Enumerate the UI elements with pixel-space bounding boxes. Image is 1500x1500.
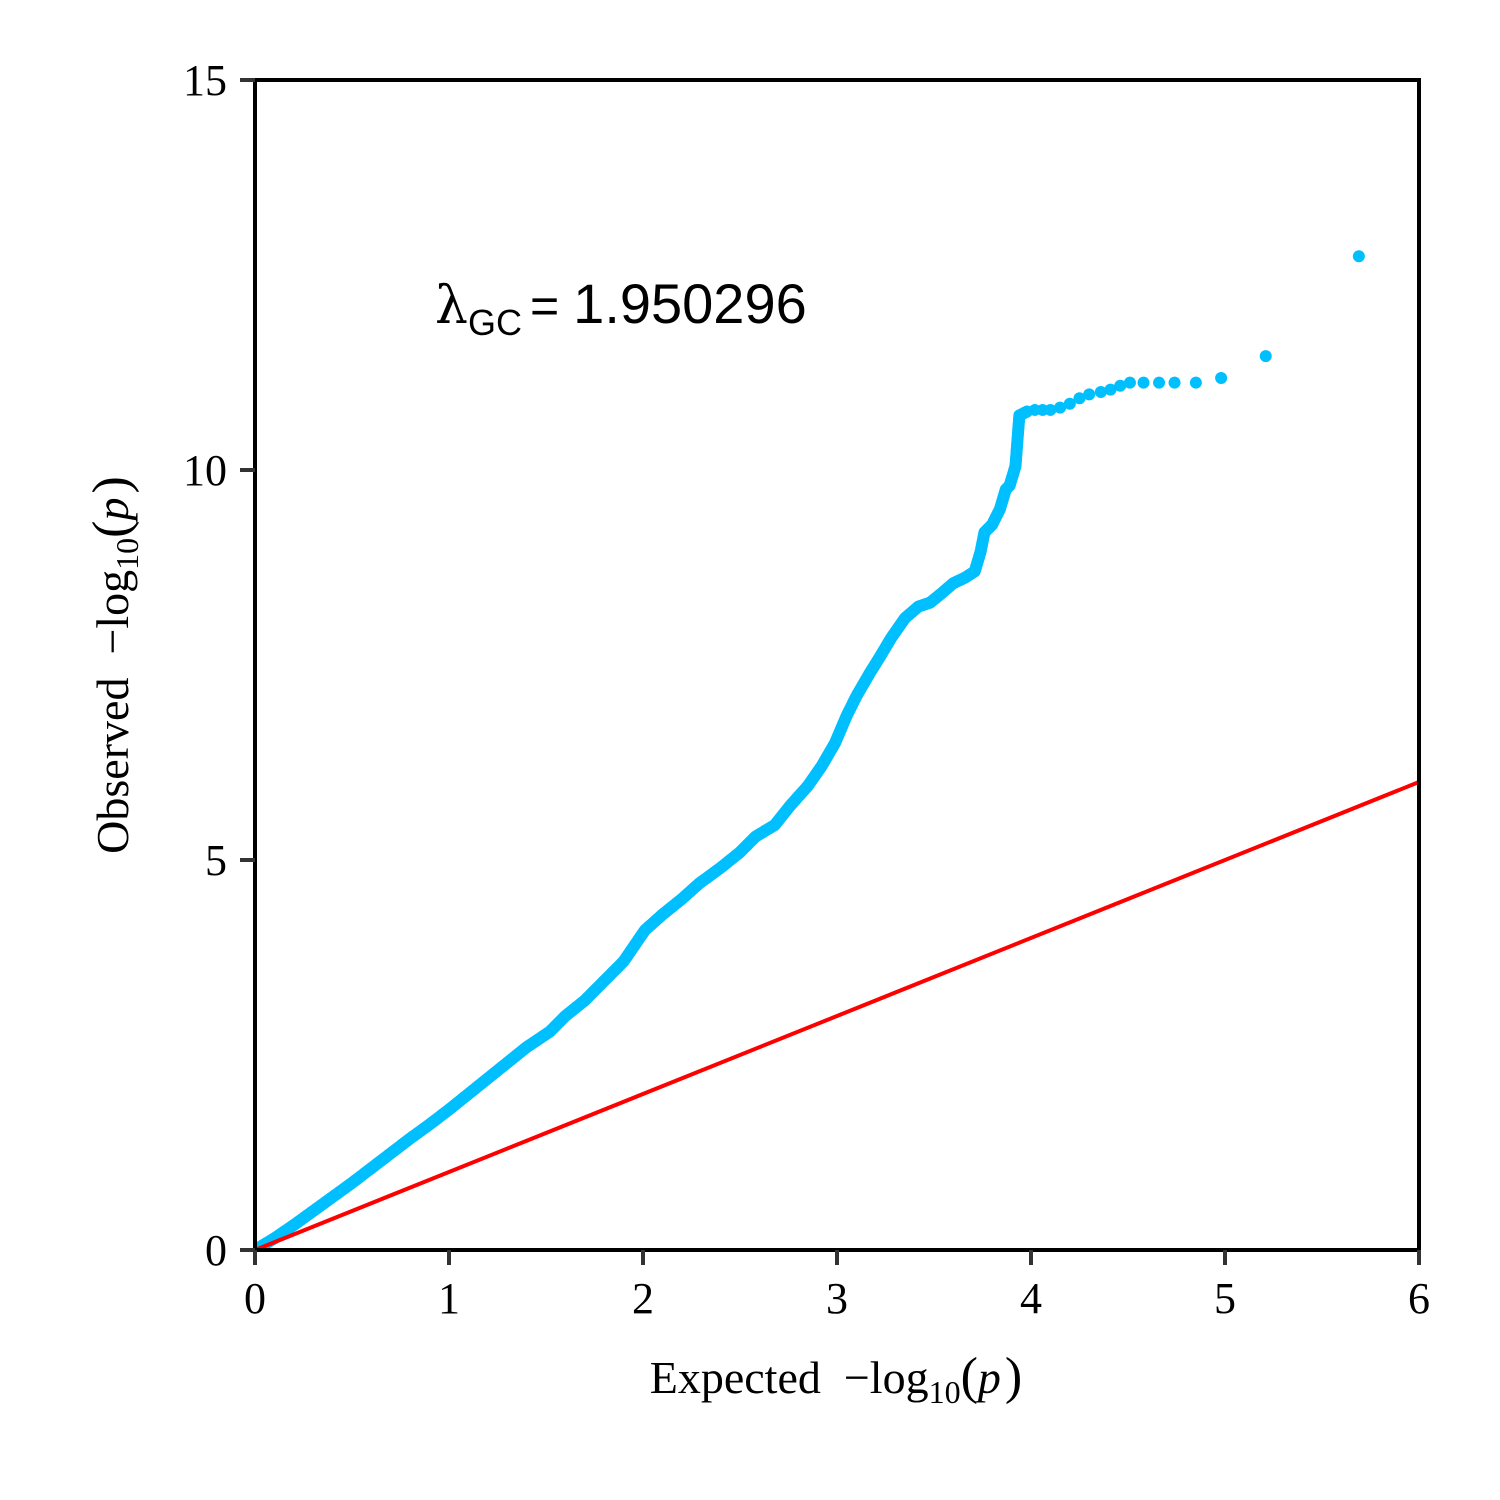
data-point <box>1137 376 1150 389</box>
reference-line <box>255 780 1419 1250</box>
x-axis-title: Expected −log10(p) <box>650 1348 1023 1410</box>
x-axis-title-text: Expected −log <box>650 1352 929 1403</box>
x-tick-label: 5 <box>1214 1274 1236 1323</box>
y-tick-label: 10 <box>183 446 227 495</box>
y-axis-title-text: Observed −log <box>87 570 138 854</box>
lambda-equals: = <box>530 278 559 334</box>
data-point <box>1123 376 1136 389</box>
x-tick-label: 1 <box>438 1274 460 1323</box>
data-point <box>1054 401 1067 414</box>
y-axis-title-close: ) <box>83 476 140 493</box>
data-point <box>1215 371 1228 384</box>
series-group <box>255 250 1419 1250</box>
y-axis-title-sub: 10 <box>109 538 145 570</box>
x-axis-ticks: 0 1 2 3 4 5 6 <box>244 1250 1430 1323</box>
x-axis-title-close: ) <box>1005 1348 1022 1405</box>
data-point <box>1044 403 1057 416</box>
x-axis-title-open: ( <box>961 1348 978 1405</box>
lambda-gc-annotation: λGC = 1.950296 <box>435 272 807 343</box>
x-tick-label: 4 <box>1020 1274 1042 1323</box>
data-point <box>1083 388 1096 401</box>
y-axis-title: Observed −log10(p) <box>83 476 145 854</box>
x-tick-label: 0 <box>244 1274 266 1323</box>
data-point <box>1259 350 1272 363</box>
data-point <box>1104 383 1117 396</box>
y-tick-label: 5 <box>205 836 227 885</box>
lambda-value: 1.950296 <box>573 272 807 335</box>
x-tick-label: 3 <box>826 1274 848 1323</box>
y-tick-label: 15 <box>183 56 227 105</box>
data-point <box>1168 376 1181 389</box>
plot-marks <box>255 250 1419 1250</box>
data-point <box>1114 379 1127 392</box>
data-point <box>1352 250 1365 263</box>
lambda-symbol: λ <box>435 276 468 336</box>
y-axis-title-open: ( <box>83 521 140 538</box>
y-axis-title-var: p <box>87 498 138 524</box>
data-point <box>1073 392 1086 405</box>
y-tick-label: 0 <box>205 1226 227 1275</box>
y-axis-ticks: 0 5 10 15 <box>183 56 255 1275</box>
plot-frame <box>253 78 1421 1252</box>
data-point <box>1153 376 1166 389</box>
x-axis-title-sub: 10 <box>929 1374 961 1410</box>
x-axis-title-var: p <box>975 1352 1001 1403</box>
data-point <box>1063 397 1076 410</box>
data-point <box>1189 376 1202 389</box>
data-point <box>1094 386 1107 398</box>
lambda-subscript: GC <box>468 302 522 343</box>
x-tick-label: 6 <box>1408 1274 1430 1323</box>
x-tick-label: 2 <box>632 1274 654 1323</box>
